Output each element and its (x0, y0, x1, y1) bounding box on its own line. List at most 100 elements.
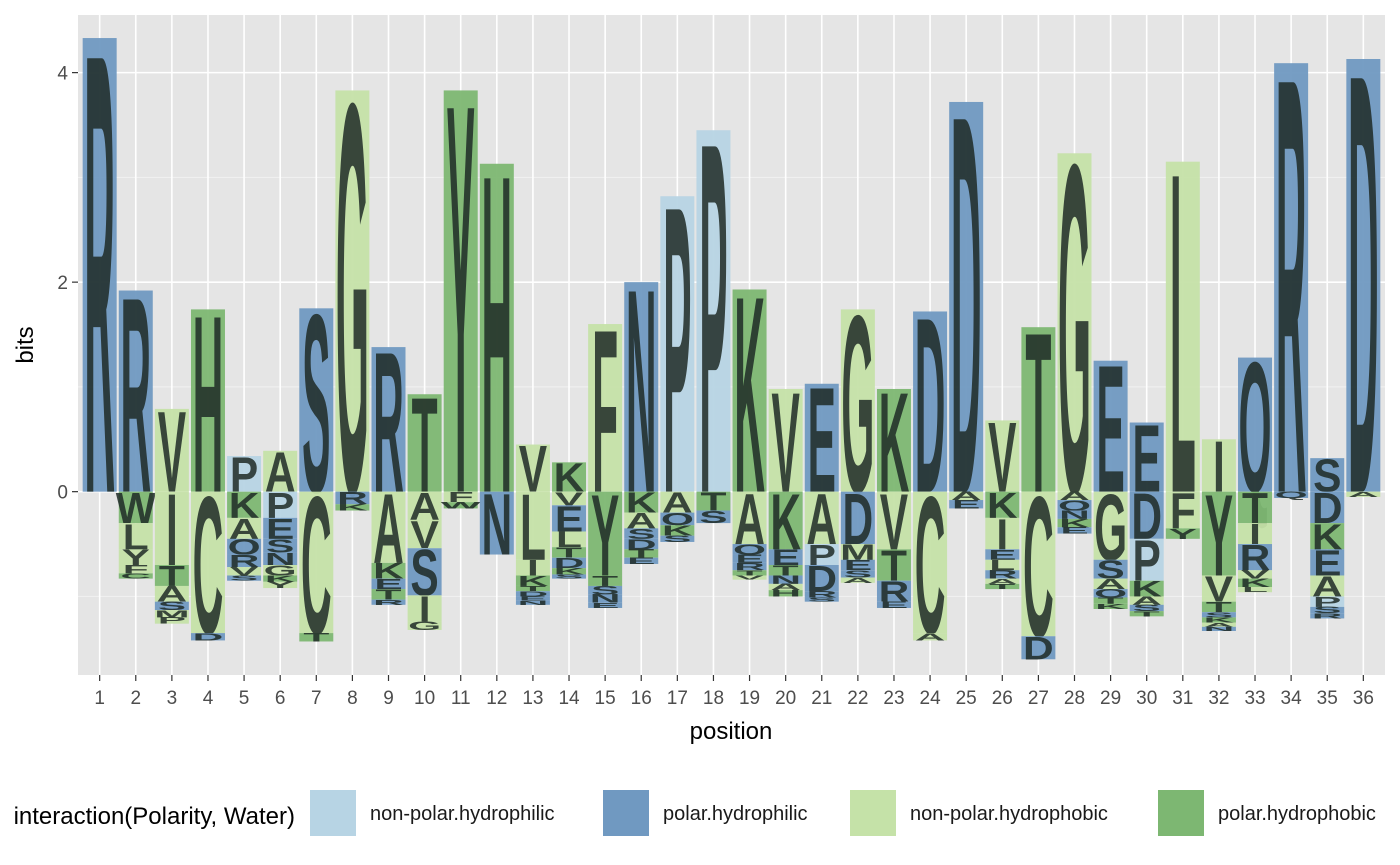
letter-A: A (985, 577, 1020, 586)
letter-background (1201, 617, 1236, 623)
letter-background (1057, 500, 1092, 511)
x-tick-label: 22 (847, 688, 868, 709)
letter-glyph: D (1023, 630, 1054, 666)
letter-background (1093, 597, 1128, 604)
letter-glyph: R (734, 561, 765, 573)
letter-K: K (227, 486, 262, 526)
letter-M: M (840, 540, 875, 565)
letter-background (407, 621, 442, 630)
letter-glyph: A (987, 577, 1018, 585)
letter-glyph: D (1348, 0, 1379, 620)
letter-background (1346, 59, 1381, 492)
y-tick-label: 4 (57, 64, 68, 85)
x-tick-label: 14 (558, 688, 580, 709)
letter-background (732, 554, 767, 563)
letter-background (1238, 570, 1273, 579)
letter-background (1310, 596, 1345, 607)
letter-glyph: A (770, 582, 801, 592)
x-tick-label: 35 (1317, 688, 1338, 709)
x-tick-label: 18 (703, 688, 724, 709)
letter-glyph: N (481, 476, 512, 574)
letter-N: N (263, 549, 298, 569)
x-axis: 1 2 3 4 5 6 7 8 9 10 11 12 13 14 15 16 17 18 19 20 21 22 23 24 2… (94, 675, 1374, 709)
letter-background (804, 383, 839, 492)
letter-glyph: K (1204, 616, 1235, 624)
letter-T: T (588, 573, 623, 589)
x-tick-label: 32 (1208, 688, 1229, 709)
letter-glyph: A (951, 490, 982, 503)
letter-background (949, 500, 984, 509)
letter-A: A (1201, 622, 1236, 628)
letter-S: S (624, 526, 659, 542)
legend-key (603, 790, 649, 836)
letter-I: I (1201, 426, 1236, 508)
letter-glyph: A (915, 631, 946, 643)
letter-K: K (1093, 603, 1128, 611)
letter-L: L (1238, 586, 1273, 594)
letter-glyph: E (591, 602, 619, 610)
letter-background (876, 491, 911, 550)
letter-glyph: S (230, 574, 258, 582)
letter-background (1310, 523, 1345, 550)
x-tick-label: 19 (739, 688, 760, 709)
x-tick-label: 17 (667, 688, 688, 709)
legend-item-polar.hydrophobic: polar.hydrophobic (1158, 790, 1376, 836)
x-tick-label: 26 (992, 688, 1013, 709)
letter-D: D (1021, 630, 1056, 666)
legend-label: non-polar.hydrophilic (370, 803, 555, 825)
letter-I: I (154, 472, 189, 587)
letter-glyph: Y (447, 0, 475, 610)
y-axis: 0 2 4 (57, 64, 78, 504)
letter-background (515, 559, 550, 576)
letter-background (371, 491, 406, 563)
x-tick-label: 4 (203, 688, 214, 709)
letter-glyph: Q (1275, 490, 1308, 500)
letter-background (876, 601, 911, 608)
letter-background (913, 633, 948, 641)
letter-Q: Q (1274, 490, 1309, 500)
letter-background (804, 491, 839, 545)
letter-glyph: R (337, 489, 368, 508)
letter-glyph: P (158, 616, 186, 626)
letter-K: K (263, 574, 298, 584)
x-tick-label: 31 (1172, 688, 1193, 709)
letter-background (1021, 327, 1056, 492)
letter-background (227, 517, 262, 539)
x-tick-label: 15 (595, 688, 616, 709)
letter-P: P (263, 486, 298, 526)
x-tick-label: 9 (383, 688, 394, 709)
letter-glyph: F (123, 563, 149, 576)
letter-R: R (1310, 612, 1345, 620)
letter-background (154, 617, 189, 624)
y-tick-label: 0 (57, 483, 68, 504)
letter-background (985, 549, 1020, 560)
x-tick-label: 2 (130, 688, 141, 709)
letter-glyph: R (229, 552, 260, 571)
letter-glyph: V (735, 575, 764, 581)
letter-background (335, 504, 370, 511)
letter-background (552, 531, 587, 548)
letter-C: C (913, 456, 948, 676)
letter-R: R (985, 568, 1020, 581)
letter-glyph: D (554, 555, 585, 571)
letter-background (82, 38, 117, 492)
letter-A: A (1093, 576, 1128, 592)
letter-glyph: T (737, 569, 763, 577)
letter-background (154, 585, 189, 602)
letter-background (371, 599, 406, 605)
letter-I: I (985, 511, 1020, 559)
y-axis-title: bits (12, 326, 39, 363)
x-tick-label: 36 (1353, 688, 1374, 709)
letter-background (876, 549, 911, 581)
letter-T: T (371, 586, 406, 603)
letter-D: D (190, 631, 225, 643)
letter-glyph: S (1133, 603, 1161, 613)
letter-background (552, 557, 587, 569)
letter-background (1201, 491, 1236, 576)
letter-background (660, 196, 695, 492)
letter-background (732, 575, 767, 580)
letter-background (660, 535, 695, 542)
x-tick-label: 11 (451, 688, 471, 709)
letter-glyph: G (408, 619, 441, 632)
